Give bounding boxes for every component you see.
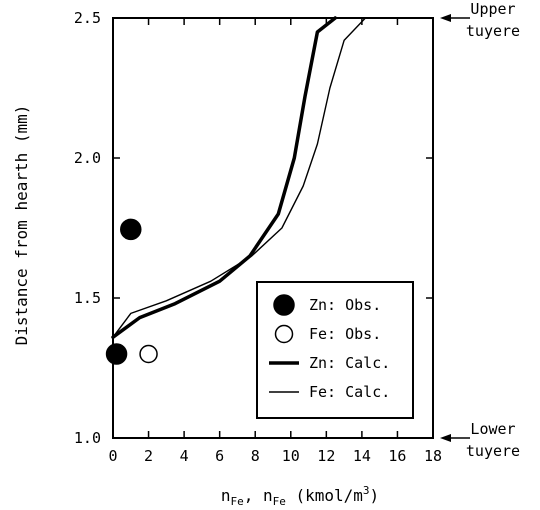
y-tick-label: 1.0 — [74, 429, 101, 447]
legend-label-fe-obs: Fe: Obs. — [309, 325, 381, 343]
legend-label-zn-calc: Zn: Calc. — [309, 354, 390, 372]
y-tick-label: 2.0 — [74, 149, 101, 167]
legend-label-zn-obs: Zn: Obs. — [309, 296, 381, 314]
legend-label-fe-calc: Fe: Calc. — [309, 383, 390, 401]
x-axis-label-n1: n — [221, 486, 231, 505]
x-tick-label: 16 — [388, 447, 406, 465]
legend-swatch-fe-obs — [274, 324, 294, 344]
data-point-zn-obs — [120, 218, 142, 241]
series-line-zn-calc — [111, 16, 337, 339]
annotation-label-upper-tuyere-line1: Upper — [470, 0, 515, 18]
x-tick-label: 8 — [251, 447, 260, 465]
data-point-fe-obs — [139, 344, 158, 364]
x-axis-label-sep: , — [244, 486, 263, 505]
y-tick-label: 1.5 — [74, 289, 101, 307]
x-axis-label-sub1: Fe — [230, 495, 243, 508]
x-tick-label: 14 — [353, 447, 371, 465]
x-tick-label: 2 — [144, 447, 153, 465]
annotation-arrowhead-lower-tuyere — [440, 434, 451, 442]
x-tick-label: 4 — [180, 447, 189, 465]
x-tick-label: 18 — [424, 447, 442, 465]
annotation-arrowhead-upper-tuyere — [440, 14, 451, 22]
annotation-label-lower-tuyere-line1: Lower — [470, 420, 515, 438]
annotation-label-lower-tuyere-line2: tuyere — [466, 442, 520, 460]
x-axis-label-sub2: Fe — [273, 495, 286, 508]
x-axis-label-close: ) — [370, 486, 380, 505]
y-axis-label: Distance from hearth (mm) — [12, 105, 31, 346]
plot-frame — [112, 17, 434, 439]
x-tick-label: 6 — [215, 447, 224, 465]
x-tick-label: 10 — [282, 447, 300, 465]
legend-swatch-zn-obs — [273, 294, 295, 316]
x-axis-label: nFe, nFe (kmol/m3) — [221, 484, 379, 508]
x-tick-label: 0 — [108, 447, 117, 465]
x-tick-label: 12 — [317, 447, 335, 465]
data-point-zn-obs — [105, 343, 128, 365]
x-axis-label-exp: 3 — [363, 484, 370, 497]
x-axis-label-n2: n — [263, 486, 273, 505]
series-line-fe-calc — [112, 17, 367, 338]
annotation-label-upper-tuyere-line2: tuyere — [466, 22, 520, 40]
x-axis-label-unit: (kmol/m — [286, 486, 363, 505]
y-tick-label: 2.5 — [74, 9, 101, 27]
